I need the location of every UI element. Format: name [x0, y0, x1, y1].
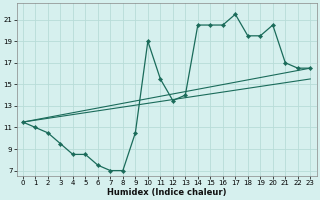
X-axis label: Humidex (Indice chaleur): Humidex (Indice chaleur): [107, 188, 226, 197]
